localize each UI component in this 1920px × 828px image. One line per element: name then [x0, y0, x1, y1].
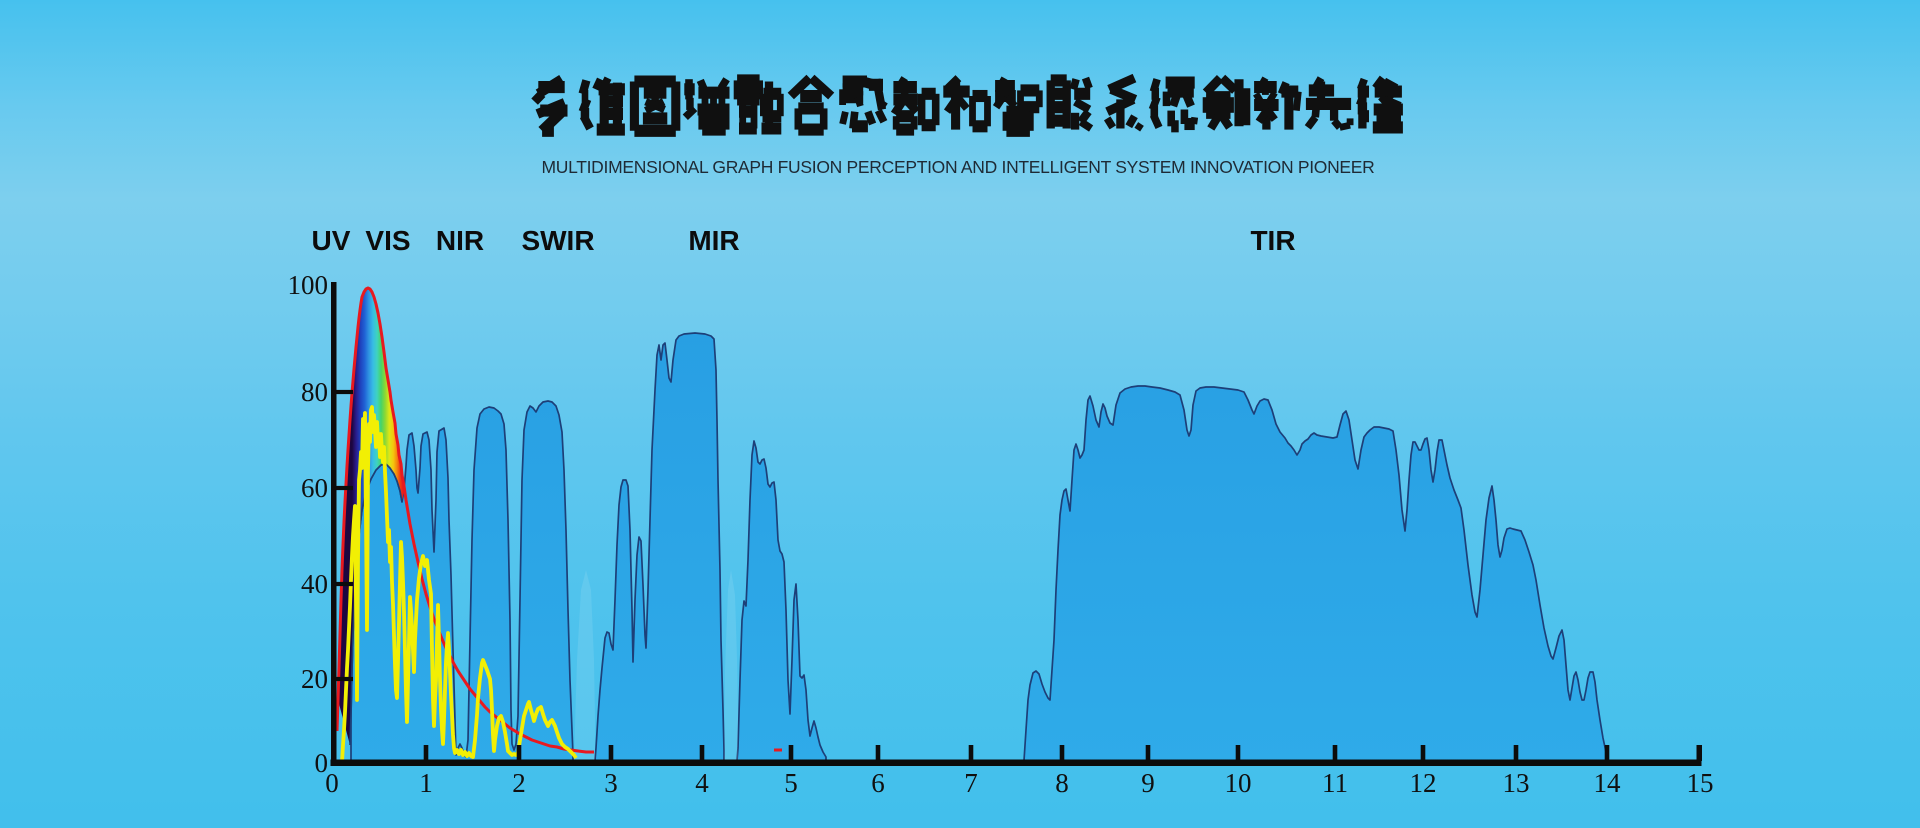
svg-text:2: 2: [512, 768, 526, 798]
svg-text:14: 14: [1594, 768, 1622, 798]
svg-text:40: 40: [301, 569, 328, 599]
svg-text:8: 8: [1055, 768, 1069, 798]
svg-text:6: 6: [871, 768, 885, 798]
svg-text:3: 3: [604, 768, 618, 798]
svg-text:10: 10: [1225, 768, 1252, 798]
svg-text:11: 11: [1322, 768, 1348, 798]
svg-text:0: 0: [315, 748, 329, 778]
svg-text:SWIR: SWIR: [521, 225, 594, 256]
svg-text:0: 0: [325, 768, 339, 798]
svg-text:60: 60: [301, 473, 328, 503]
svg-text:100: 100: [288, 270, 329, 300]
svg-text:VIS: VIS: [365, 225, 410, 256]
svg-text:12: 12: [1410, 768, 1437, 798]
svg-text:7: 7: [964, 768, 978, 798]
svg-text:4: 4: [695, 768, 709, 798]
svg-text:5: 5: [784, 768, 798, 798]
svg-text:MULTIDIMENSIONAL GRAPH FUSION: MULTIDIMENSIONAL GRAPH FUSION PERCEPTION…: [541, 157, 1374, 177]
svg-text:NIR: NIR: [436, 225, 484, 256]
svg-text:80: 80: [301, 377, 328, 407]
svg-text:15: 15: [1687, 768, 1714, 798]
svg-text:MIR: MIR: [688, 225, 739, 256]
svg-text:UV: UV: [312, 225, 351, 256]
svg-text:TIR: TIR: [1250, 225, 1295, 256]
svg-text:9: 9: [1141, 768, 1155, 798]
svg-text:13: 13: [1503, 768, 1530, 798]
svg-text:1: 1: [419, 768, 433, 798]
svg-text:20: 20: [301, 664, 328, 694]
